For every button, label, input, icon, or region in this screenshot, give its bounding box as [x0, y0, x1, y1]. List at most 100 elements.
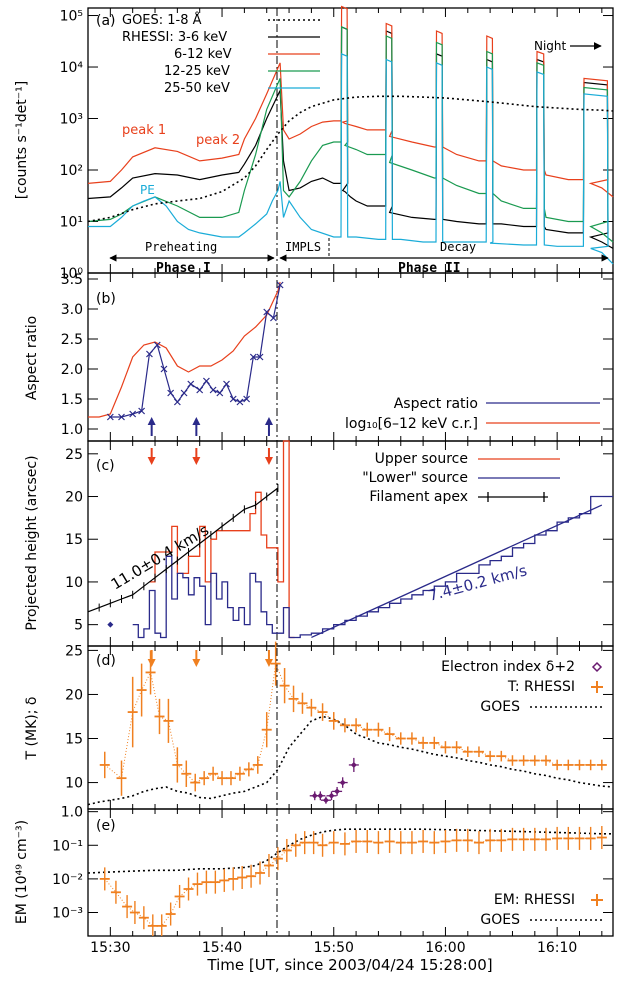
panel-label-a: (a) [96, 13, 116, 29]
aspect-ratio-marker [236, 398, 244, 406]
legend-b-log: log₁₀[6–12 keV c.r.] [345, 416, 478, 432]
up-arrow-head [192, 417, 201, 425]
y-tick-label: 10⁰ [60, 266, 84, 282]
legend-a: GOES: 1-8 Å RHESSI: 3-6 keV 6-12 keV 12-… [122, 12, 320, 96]
aspect-ratio-marker [209, 386, 217, 394]
label-night: Night [534, 39, 567, 53]
aspect-ratio-marker [138, 407, 146, 415]
aspect-ratio-marker [249, 353, 257, 361]
x-tick-label: 15:40 [202, 940, 242, 956]
series-lower-source [132, 495, 613, 639]
aspect-ratio-marker [118, 413, 125, 421]
legend-a-goes: GOES: 1-8 Å [122, 12, 202, 28]
legend-e-goes: GOES [480, 912, 520, 928]
y-tick-label: 25 [65, 643, 83, 659]
down-arrow-head [147, 659, 156, 667]
y-tick-label: 3.0 [61, 302, 83, 318]
panel-label-e: (e) [96, 818, 116, 834]
series-25-50-kev [88, 52, 614, 265]
y-tick-label: 20 [65, 687, 83, 703]
down-arrow-head [192, 659, 201, 667]
y-tick-label: 10⁵ [60, 9, 83, 25]
series-upper-source [149, 440, 295, 639]
aspect-ratio-marker [243, 395, 251, 403]
y-tick-label: 2.0 [61, 362, 83, 378]
label-peak2: peak 2 [196, 133, 240, 148]
y-tick-label: 5 [74, 618, 83, 634]
legend-d-electron: Electron index δ+2 [441, 659, 575, 675]
y-tick-label: 10² [60, 163, 83, 179]
x-tick-label: 16:00 [425, 940, 465, 956]
aspect-ratio-marker [256, 353, 264, 361]
series-goes-temp [87, 715, 614, 806]
label-impls: IMPLS [285, 240, 321, 254]
aspect-ratio-marker [223, 380, 230, 388]
y-tick-label: 15 [65, 532, 83, 548]
y-tick-label: 20 [65, 490, 83, 506]
down-arrow-head [147, 457, 156, 465]
aspect-ratio-marker [263, 308, 271, 316]
legend-d-t: T: RHESSI [507, 679, 575, 695]
ylabel-a: [counts s⁻¹det⁻¹] [14, 81, 30, 199]
label-phase1: Phase I [156, 261, 211, 276]
aspect-ratio-marker [167, 389, 175, 397]
label-preheating: Preheating [145, 240, 217, 254]
series-rhessi-3-6-kev [87, 25, 614, 249]
legend-a-25-50: 25-50 keV [164, 81, 230, 96]
y-tick-label: 1.0 [61, 805, 83, 821]
y-tick-label: 15 [65, 732, 83, 748]
aspect-ratio-marker [270, 314, 277, 322]
legend-a-12-25: 12-25 keV [164, 64, 230, 79]
legend-a-6-12: 6-12 keV [174, 47, 232, 62]
series-filament-apex [87, 487, 279, 613]
down-arrow-head [264, 659, 273, 667]
y-tick-label: 25 [65, 447, 83, 463]
aspect-ratio-marker [180, 389, 188, 397]
down-arrow-head [264, 457, 273, 465]
label-speed-filament: 11.0±0.4 km/s [108, 521, 212, 594]
y-tick-label: 1.5 [61, 392, 83, 408]
label-peak1: peak 1 [122, 123, 166, 138]
series-em-rhessi-line [104, 837, 602, 927]
legend-e-em: EM: RHESSI [494, 892, 575, 908]
panel-label-b: (b) [96, 291, 116, 307]
series-goes-1-8 [87, 95, 614, 223]
y-tick-label: 10⁻² [52, 872, 83, 888]
aspect-ratio-marker [146, 350, 153, 358]
series-log-6-12 [88, 281, 281, 418]
electron-index-point [334, 788, 341, 795]
label-pe: PE [140, 183, 155, 197]
x-tick-label: 15:50 [314, 940, 354, 956]
early-point [107, 621, 114, 628]
electron-index-point [350, 761, 357, 768]
legend-d-goes: GOES [480, 699, 520, 715]
electron-index-point [328, 792, 335, 799]
legend-a-rhessi-3-6: RHESSI: 3-6 keV [122, 30, 227, 45]
y-tick-label: 1.0 [61, 422, 83, 438]
y-tick-label: 2.5 [61, 332, 83, 348]
aspect-ratio-marker [276, 281, 284, 289]
aspect-ratio-marker [196, 386, 204, 394]
electron-index-point [322, 797, 329, 804]
label-decay: Decay [440, 240, 476, 254]
aspect-ratio-marker [202, 377, 210, 385]
legend-c-upper: Upper source [375, 451, 468, 467]
electron-index-point [339, 779, 346, 786]
y-tick-label: 3.5 [61, 272, 83, 288]
ylabel-c: Projected height (arcsec) [24, 455, 40, 630]
electron-index-point [317, 792, 324, 799]
aspect-ratio-marker [129, 410, 137, 418]
aspect-ratio-marker [160, 365, 168, 373]
y-tick-label: 10¹ [60, 215, 83, 231]
y-tick-label: 10³ [60, 112, 83, 128]
lower-source-fit [311, 504, 603, 639]
x-tick-label: 16:10 [537, 940, 577, 956]
electron-index-point [311, 792, 318, 799]
panel-label-c: (c) [96, 458, 115, 474]
xlabel: Time [UT, since 2003/04/24 15:28:00] [206, 956, 492, 974]
aspect-ratio-marker [106, 413, 114, 421]
label-phase2: Phase II [398, 261, 461, 276]
aspect-ratio-marker [216, 389, 224, 397]
aspect-ratio-marker [173, 398, 181, 406]
